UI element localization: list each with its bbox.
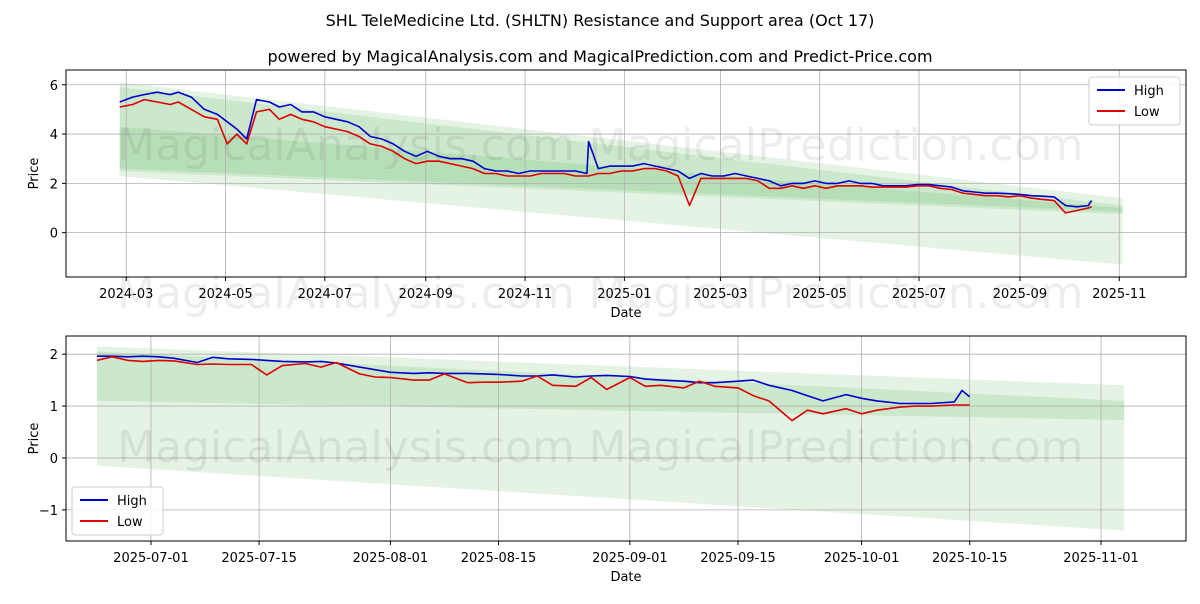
- c0-xtick-label-0: 2024-03: [99, 287, 153, 302]
- c0-axes-frame: [65, 69, 1187, 278]
- c1-xtick-label-1: 2025-07-15: [221, 551, 297, 566]
- c1-ytick-label-0: −1: [39, 504, 58, 519]
- c1-xtick-label-5: 2025-09-15: [700, 551, 776, 566]
- c1-ytick-label-3: 2: [50, 348, 58, 363]
- top-panel: MagicalAnalysis.com MagicalPrediction.com…: [27, 69, 1187, 321]
- c1-legend-label-high: High: [117, 494, 147, 509]
- c1-ytick-label-1: 0: [50, 452, 58, 467]
- c1-series-low-line: [96, 356, 970, 422]
- c1-yaxis-label: Price: [27, 423, 42, 455]
- c0-legend-label-high: High: [1134, 84, 1164, 99]
- c0-xtick-label-4: 2024-11: [498, 287, 552, 302]
- c1-xtick-label-7: 2025-10-15: [932, 551, 1008, 566]
- c0-xtick-label-10: 2025-11: [1092, 287, 1146, 302]
- bottom-panel: MagicalAnalysis.com MagicalPrediction.com…: [27, 335, 1187, 585]
- c0-xtick-label-8: 2025-07: [892, 287, 946, 302]
- c0-ytick-label-3: 6: [50, 79, 58, 94]
- c1-legend: High Low: [71, 486, 164, 536]
- c0-xtick-label-2: 2024-07: [298, 287, 352, 302]
- c1-xtick-label-6: 2025-10-01: [824, 551, 900, 566]
- c1-band-1: [96, 351, 1125, 421]
- chart-title: SHL TeleMedicine Ltd. (SHLTN) Resistance…: [326, 11, 875, 30]
- c1-xtick-label-4: 2025-09-01: [592, 551, 668, 566]
- c1-xtick-label-8: 2025-11-01: [1063, 551, 1139, 566]
- c0-series-low-line: [119, 98, 1092, 214]
- c0-ytick-label-0: 0: [50, 227, 58, 242]
- c0-legend-label-low: Low: [1134, 105, 1160, 120]
- c0-xaxis-label: Date: [610, 306, 641, 321]
- c1-band-0: [96, 346, 1125, 531]
- c0-ytick-label-1: 2: [50, 177, 58, 192]
- c1-axes-frame: [65, 335, 1187, 542]
- c1-watermark-1: MagicalPrediction.com: [589, 422, 1084, 473]
- c0-watermark-0: MagicalAnalysis.com: [117, 120, 575, 171]
- c1-xaxis-label: Date: [610, 570, 641, 585]
- c1-xtick-label-0: 2025-07-01: [113, 551, 189, 566]
- c0-xtick-label-5: 2025-01: [597, 287, 651, 302]
- c0-xtick-label-1: 2024-05: [198, 287, 252, 302]
- c0-xtick-label-9: 2025-09: [993, 287, 1047, 302]
- c0-watermark-1: MagicalPrediction.com: [589, 120, 1084, 171]
- c0-band-0: [119, 82, 1123, 265]
- c0-xtick-label-3: 2024-09: [399, 287, 453, 302]
- c0-xtick-label-7: 2025-05: [793, 287, 847, 302]
- c0-band-2: [119, 126, 1123, 212]
- c1-legend-label-low: Low: [117, 515, 143, 530]
- c0-ytick-label-2: 4: [50, 128, 58, 143]
- c1-watermark-0: MagicalAnalysis.com: [117, 422, 575, 473]
- chart-subtitle: powered by MagicalAnalysis.com and Magic…: [267, 47, 932, 66]
- c0-xtick-label-6: 2025-03: [693, 287, 747, 302]
- c1-xtick-label-3: 2025-08-15: [461, 551, 537, 566]
- c1-ytick-label-2: 1: [50, 400, 58, 415]
- c1-xtick-label-2: 2025-08-01: [353, 551, 429, 566]
- c0-legend: High Low: [1088, 76, 1181, 126]
- c0-band-1: [119, 87, 1123, 215]
- c0-yaxis-label: Price: [27, 158, 42, 190]
- c0-series-high-line: [119, 91, 1093, 208]
